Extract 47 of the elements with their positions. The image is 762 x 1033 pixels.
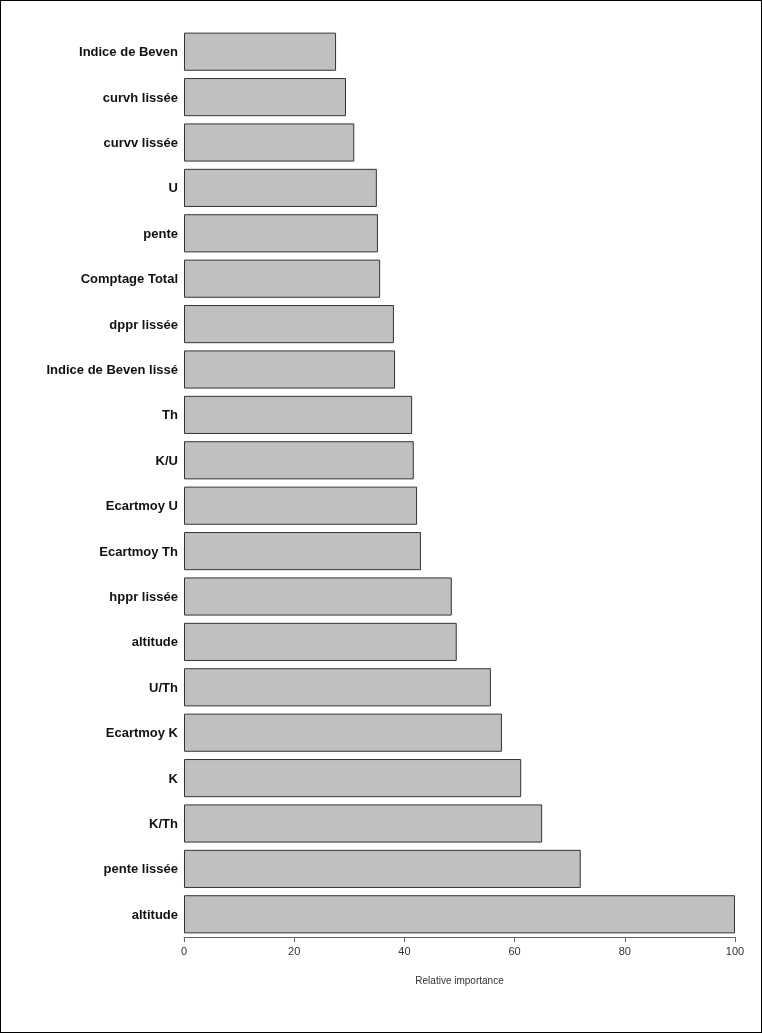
x-tick-label: 80 [618,944,631,957]
bar [184,577,452,616]
x-tick-label: 20 [288,944,301,957]
y-tick-label: altitude [131,634,178,650]
y-tick-label: dppr lissée [109,316,178,332]
y-tick-label: Ecartmoy Th [99,543,179,559]
bar [184,804,543,843]
y-tick-label: altitude [131,906,178,922]
y-tick-label: pente lissée [103,861,178,877]
y-tick-label: pente [143,225,178,241]
bar [184,895,735,934]
bar [184,123,355,162]
bar [184,849,581,888]
y-tick-label: curvv lissée [103,135,178,150]
y-tick-label: U/Th [149,679,179,695]
bar [184,622,457,661]
bar [184,713,502,752]
bar [184,532,421,571]
y-tick-label: K/Th [149,816,179,831]
y-tick-label: Indice de Beven lissé [46,362,178,377]
y-tick-label: hppr lissée [109,589,178,604]
bar [184,486,418,525]
bar [184,78,346,117]
y-tick-label: U [168,180,178,196]
y-tick-label: Comptage Total [80,271,178,287]
x-tick-label: 40 [398,944,411,957]
bar [184,395,413,434]
y-tick-label: K [168,770,179,786]
y-tick-label: Indice de Beven [79,44,179,60]
y-tick-label: Ecartmoy U [105,498,178,514]
bar [184,32,337,71]
bar [184,350,396,389]
x-tick-label: 0 [180,944,188,957]
y-tick-label: curvh lissée [102,89,178,105]
bar [184,305,394,344]
x-tick-label: 100 [725,944,745,957]
bar [184,441,414,480]
bar [184,168,377,207]
y-tick-label: K/U [155,452,178,468]
bar [184,214,378,253]
x-axis-title: Relative importance [415,974,505,986]
bar [184,259,381,298]
y-tick-label: Ecartmoy K [105,725,179,741]
x-tick-label: 60 [508,944,521,957]
y-tick-label: Th [162,407,179,423]
bar [184,759,522,798]
bar [184,668,491,707]
